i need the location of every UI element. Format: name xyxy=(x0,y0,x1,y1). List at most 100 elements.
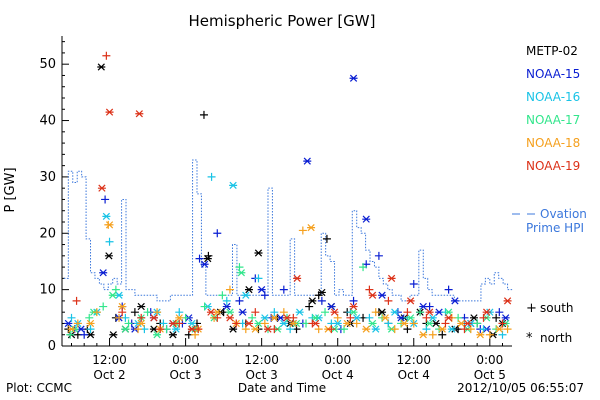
data-point-north xyxy=(327,302,336,311)
data-point-north xyxy=(105,221,114,229)
data-point-south xyxy=(105,237,114,246)
data-point-south xyxy=(86,325,95,334)
data-point-north xyxy=(118,302,127,311)
data-point-north xyxy=(378,291,387,299)
data-point-north xyxy=(368,291,377,299)
data-point-north xyxy=(241,291,250,299)
data-point-south xyxy=(156,325,165,334)
data-point-north xyxy=(289,319,298,328)
data-point-south xyxy=(270,308,279,317)
x-tick-label: 12:00 xyxy=(244,353,279,367)
south-marker-label: south xyxy=(540,301,574,315)
data-point-south xyxy=(130,308,139,317)
data-point-south xyxy=(67,313,76,322)
data-point-north xyxy=(254,249,263,257)
data-point-north xyxy=(400,319,409,328)
data-point-north xyxy=(270,314,279,322)
data-point-north xyxy=(444,314,453,322)
data-point-north xyxy=(293,274,302,282)
y-tick-label: 30 xyxy=(39,170,56,185)
data-point-south xyxy=(199,110,208,119)
x-tick-label: 0:00 xyxy=(476,353,503,367)
data-point-north xyxy=(450,297,459,305)
data-point-north xyxy=(330,308,339,316)
data-point-north xyxy=(390,308,399,316)
data-point-north xyxy=(333,319,342,328)
y-axis-label: P [GW] xyxy=(3,167,18,212)
x-axis-label: Date and Time xyxy=(238,381,326,395)
data-point-south xyxy=(317,296,326,305)
north-marker-label: north xyxy=(540,331,572,345)
data-point-north xyxy=(501,314,510,322)
y-tick-label: 50 xyxy=(39,57,56,72)
data-point-north xyxy=(222,302,231,311)
legend-entry: NOAA-19 xyxy=(526,159,580,173)
chart-title: Hemispheric Power [GW] xyxy=(189,12,376,30)
x-tick-label: 0:00 xyxy=(324,353,351,367)
legend-entry: NOAA-17 xyxy=(526,113,580,127)
data-point-south xyxy=(99,302,108,311)
data-point-north xyxy=(238,308,247,316)
data-point-south xyxy=(498,319,507,328)
data-point-south xyxy=(438,330,447,339)
data-point-south xyxy=(485,330,494,339)
data-point-north xyxy=(283,314,291,322)
data-point-north xyxy=(419,302,428,311)
y-tick-label: 20 xyxy=(39,226,56,241)
data-point-north xyxy=(105,108,114,116)
data-point-south xyxy=(503,325,512,334)
data-point-north xyxy=(135,110,144,118)
data-point-north xyxy=(225,308,234,316)
data-point-north xyxy=(137,319,146,328)
data-point-south xyxy=(235,263,244,272)
legend-entry: NOAA-18 xyxy=(526,136,580,150)
data-point-north xyxy=(64,319,73,328)
data-point-south xyxy=(327,325,336,334)
legend: METP-02 NOAA-15 NOAA-16 NOAA-17 NOAA-18 NOAA-… xyxy=(512,44,587,346)
data-point-north xyxy=(419,331,428,339)
data-point-north xyxy=(311,314,320,322)
data-point-south xyxy=(374,251,383,260)
ovation-legend-label-2: Prime HPI xyxy=(526,221,584,235)
data-point-south xyxy=(85,313,94,322)
data-point-north xyxy=(371,325,380,333)
data-point-north xyxy=(317,288,326,297)
data-point-north xyxy=(425,319,434,328)
data-point-north xyxy=(168,331,177,339)
ovation-legend-label-1: Ovation xyxy=(540,207,587,221)
x-tick-date-label: Oct 3 xyxy=(246,368,278,382)
data-point-north xyxy=(444,308,453,316)
south-marker-symbol: + xyxy=(526,301,537,316)
data-point-south xyxy=(175,308,184,317)
data-point-north xyxy=(104,252,113,260)
data-point-north xyxy=(175,314,184,322)
data-point-north xyxy=(260,314,269,322)
data-point-south xyxy=(115,313,124,322)
data-point-north xyxy=(225,314,234,322)
x-tick-label: 12:00 xyxy=(396,353,431,367)
data-point-north xyxy=(447,325,456,333)
data-point-south xyxy=(495,308,504,317)
data-point-south xyxy=(279,285,288,294)
data-point-south xyxy=(225,285,234,294)
data-point-south xyxy=(254,274,263,283)
data-point-north xyxy=(362,325,371,333)
data-point-north xyxy=(349,74,358,82)
data-point-south xyxy=(66,330,75,339)
data-point-south xyxy=(118,308,127,317)
data-point-north xyxy=(381,314,390,322)
data-point-north xyxy=(108,291,117,299)
data-point-north xyxy=(503,297,512,305)
data-point-north xyxy=(102,212,111,220)
data-point-south xyxy=(349,296,358,305)
data-point-south xyxy=(444,285,453,294)
data-point-north xyxy=(229,325,238,333)
data-point-north xyxy=(308,297,317,305)
data-point-south xyxy=(102,51,111,60)
data-point-north xyxy=(229,181,238,189)
footer-timestamp: 2012/10/05 06:55:07 xyxy=(457,381,584,395)
data-point-south xyxy=(352,319,361,328)
data-point-north xyxy=(137,302,146,311)
data-point-north xyxy=(200,260,209,268)
data-point-north xyxy=(425,308,434,316)
